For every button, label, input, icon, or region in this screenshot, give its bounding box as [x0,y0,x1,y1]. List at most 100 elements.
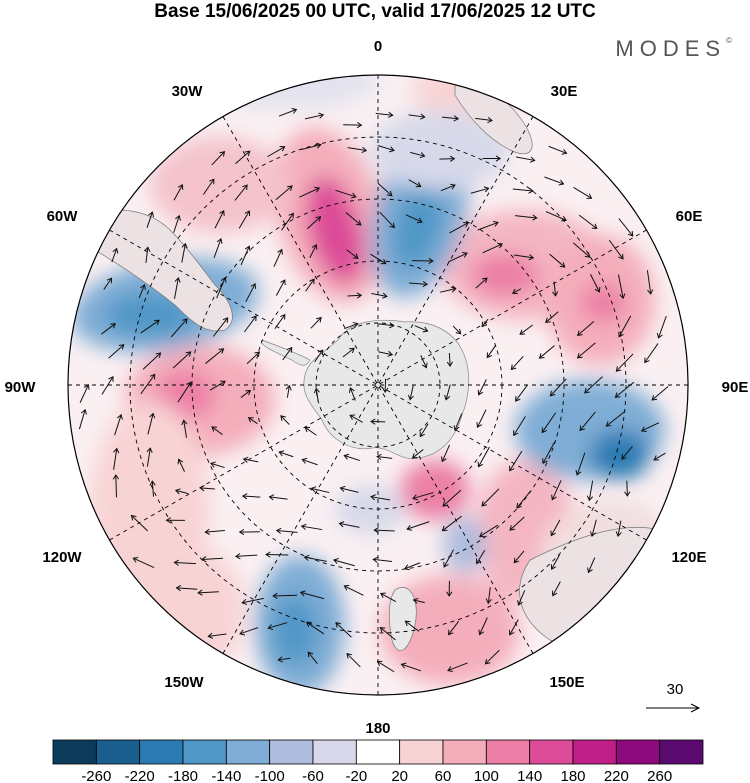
wind-arrow [273,248,283,267]
wind-arrow [378,322,395,329]
wind-arrow [482,155,502,162]
wind-arrow [147,412,156,435]
wind-arrow [405,214,423,224]
wind-arrow [335,189,357,199]
wind-arrow [615,353,634,372]
wind-arrow [214,210,225,229]
wind-arrow [348,387,356,401]
colorbar-swatch [529,739,574,765]
wind-arrow [508,619,519,636]
wind-arrow [452,325,462,335]
wind-arrow [207,632,227,639]
wind-arrow [343,453,361,462]
wind-arrow [410,151,426,159]
colorbar-swatch [269,739,314,765]
colorbar-tick-label: 140 [517,768,542,783]
wind-arrow [590,274,601,293]
wind-arrow [377,182,393,197]
wind-arrow [440,286,457,293]
wind-arrow [440,183,456,192]
colorbar-tick-label: 60 [435,768,452,783]
wind-arrow [579,411,596,432]
wind-arrow [282,346,293,361]
colorbar-swatch [615,739,661,765]
wind-arrow [584,376,603,394]
wind-arrow [267,146,286,158]
wind-arrow [409,280,429,288]
wind-arrow [314,349,324,363]
lon-label-60w: 60W [47,208,79,225]
wind-arrow [281,212,294,231]
wind-arrow [586,480,594,502]
wind-arrow [306,216,322,230]
antarctic-peninsula [261,339,311,366]
wind-arrow [346,653,361,668]
wind-arrow [239,627,259,636]
wind-arrow [476,409,487,429]
wind-arrow [175,585,198,592]
wind-arrow [103,277,113,290]
wind-arrow [172,351,192,369]
wind-arrow [511,288,522,295]
wind-arrow [621,445,633,460]
wind-arrow [216,276,227,299]
wind-arrow [447,662,468,673]
wind-arrow [278,107,298,117]
wind-arrow [408,113,426,120]
wind-arrow [212,317,229,337]
wind-arrow [608,239,624,260]
wind-arrow [132,557,155,568]
wind-arrow [617,274,626,300]
wind-arrow [338,521,360,528]
colorbar-tick-label: 220 [604,768,629,783]
wind-arrow [453,413,463,432]
wind-arrow [552,281,559,297]
wind-arrow [275,185,293,201]
wind-arrow [277,656,291,663]
wind-arrow [205,348,225,364]
colorbar-swatch [182,739,227,765]
wind-arrow [349,414,363,423]
wind-arrow [478,617,488,636]
wind-arrow [241,493,261,500]
wind-arrow [211,426,223,435]
colorbar-tick-label: -180 [168,768,198,783]
wind-arrow [513,416,526,437]
wind-arrow [370,418,386,425]
wind-arrow [303,554,327,562]
wind-arrow [412,597,425,604]
wind-arrow [477,446,490,468]
wind-arrow [313,387,320,402]
wind-arrow [541,412,557,434]
lon-label-60e: 60E [676,208,703,225]
wind-arrow [484,649,500,665]
wind-arrow [181,419,188,438]
wind-arrow [379,626,396,641]
south-america-land [94,209,233,332]
wind-arrow [246,351,261,365]
wind-arrow [412,492,434,501]
wind-arrow [347,292,363,299]
wind-arrow [375,111,394,118]
colorbar-tick-label: -260 [81,768,111,783]
wind-arrow [408,179,422,188]
wind-arrow [235,150,251,165]
wind-arrow [240,245,251,266]
wind-arrow [653,452,666,461]
wind-arrow [551,581,561,597]
wind-arrow [485,587,492,605]
reference-vector: 30 [646,681,701,713]
wind-arrow [267,622,288,631]
wind-arrow [275,527,298,534]
wind-arrow [441,515,462,532]
wind-arrow [177,381,192,403]
wind-arrow [544,176,565,186]
wind-arrow [411,449,424,459]
wind-arrow [400,662,422,672]
wind-arrow [138,284,146,299]
wind-arrow [268,494,288,501]
wind-arrow [578,214,598,230]
wind-arrow [618,218,634,237]
wind-arrow [419,423,429,438]
new-zealand-land [388,587,417,651]
